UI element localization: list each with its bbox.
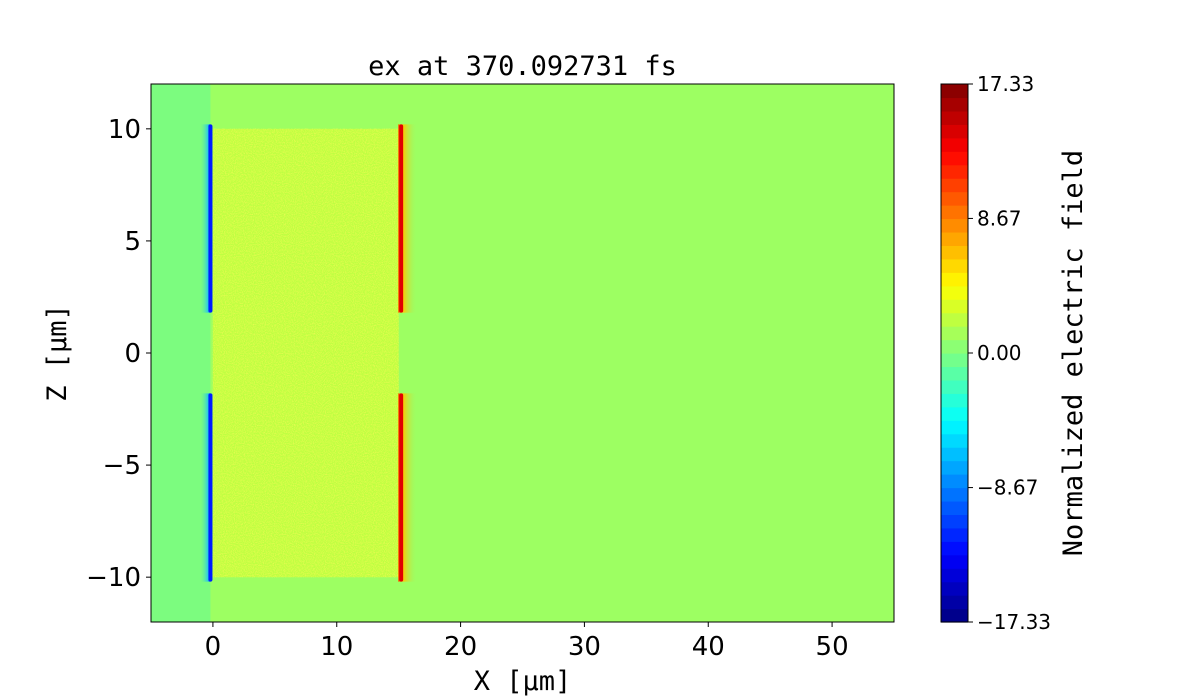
colorbar-band xyxy=(941,326,968,341)
right-target-edge-0 xyxy=(399,124,404,313)
x-tick-label: 10 xyxy=(320,632,353,662)
x-tick-label: 30 xyxy=(568,632,601,662)
colorbar-band xyxy=(941,312,968,327)
y-tick-label: 5 xyxy=(124,227,141,257)
colorbar-band xyxy=(941,447,968,462)
y-tick-label: −5 xyxy=(103,451,141,481)
y-tick-label: 0 xyxy=(124,339,141,369)
colorbar-tick-label: 8.67 xyxy=(977,206,1022,230)
colorbar-band xyxy=(941,527,968,542)
y-axis-label: Z [μm] xyxy=(42,304,73,402)
colorbar-band xyxy=(941,581,968,596)
colorbar-band xyxy=(941,245,968,260)
colorbar-band xyxy=(941,541,968,556)
colorbar-band xyxy=(941,379,968,394)
colorbar-band xyxy=(941,353,968,368)
x-tick-label: 20 xyxy=(444,632,477,662)
colorbar-tick-label: 0.00 xyxy=(977,341,1022,365)
y-tick-label: −10 xyxy=(86,563,141,593)
x-tick-label: 40 xyxy=(692,632,725,662)
colorbar-band xyxy=(941,406,968,421)
left-target-edge-0 xyxy=(208,124,213,313)
colorbar-band xyxy=(941,474,968,489)
colorbar-band xyxy=(941,433,968,448)
chart-title: ex at 370.092731 fs xyxy=(368,51,677,82)
x-tick-label: 0 xyxy=(205,632,222,662)
colorbar-band xyxy=(941,500,968,515)
colorbar-band xyxy=(941,608,968,623)
colorbar-tick-label: −17.33 xyxy=(977,610,1051,634)
colorbar-band xyxy=(941,191,968,206)
left-target-edge-1 xyxy=(208,393,213,582)
colorbar-band xyxy=(941,84,968,99)
y-axis: −10 −5 0 5 10 xyxy=(86,115,151,593)
colorbar-band xyxy=(941,231,968,246)
colorbar-band xyxy=(941,178,968,193)
heatmap-plot-area xyxy=(151,84,894,622)
colorbar-band xyxy=(941,366,968,381)
colorbar-band xyxy=(941,205,968,220)
colorbar-band xyxy=(941,595,968,610)
x-tick-label: 50 xyxy=(816,632,849,662)
colorbar-band xyxy=(941,218,968,233)
left-target-edge-glow-0 xyxy=(200,124,211,313)
left-target-edge-glow-1 xyxy=(200,393,211,582)
x-axis-label: X [μm] xyxy=(474,666,572,697)
colorbar-tick-label: −8.67 xyxy=(977,476,1038,500)
colorbar-band xyxy=(941,299,968,314)
colorbar-band xyxy=(941,514,968,529)
colorbar: −17.33 −8.67 0.00 8.67 17.33 xyxy=(940,72,1051,634)
colorbar-band xyxy=(941,110,968,125)
colorbar-band xyxy=(941,568,968,583)
colorbar-band xyxy=(941,285,968,300)
y-tick-label: 10 xyxy=(108,115,141,145)
x-axis: 0 10 20 30 40 50 xyxy=(205,622,849,662)
colorbar-band xyxy=(941,258,968,273)
colorbar-band xyxy=(941,487,968,502)
colorbar-band xyxy=(941,554,968,569)
right-target-edge-1 xyxy=(399,393,404,582)
colorbar-band xyxy=(941,272,968,287)
colorbar-band xyxy=(941,420,968,435)
colorbar-band xyxy=(941,124,968,139)
colorbar-band xyxy=(941,151,968,166)
colorbar-band xyxy=(941,97,968,112)
colorbar-tick-label: 17.33 xyxy=(977,72,1034,96)
colorbar-band xyxy=(941,460,968,475)
colorbar-band xyxy=(941,137,968,152)
colorbar-band xyxy=(941,164,968,179)
heatmap-target-noise xyxy=(212,128,399,578)
colorbar-label: Normalized electric field xyxy=(1058,150,1089,556)
colorbar-band xyxy=(941,393,968,408)
colorbar-band xyxy=(941,339,968,354)
